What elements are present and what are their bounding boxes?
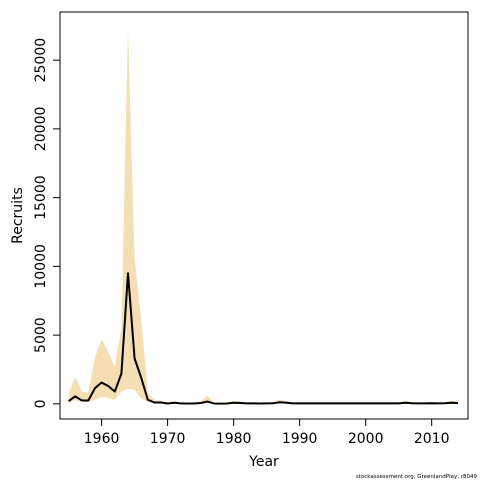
x-tick-label: 2010 (414, 431, 450, 447)
y-axis: 0 5000 10000 15000 20000 25000 (33, 38, 60, 408)
confidence-band-layer (68, 27, 459, 404)
y-tick-label: 5000 (33, 317, 49, 353)
y-tick-label: 25000 (33, 38, 49, 83)
x-axis: 1960 1970 1980 1990 2000 2010 (84, 419, 450, 447)
y-tick-label: 0 (33, 399, 49, 408)
credit-text: stockassessment.org, GreenlandPlay, r804… (356, 474, 478, 480)
confidence-band (68, 27, 459, 404)
x-tick-label: 1970 (150, 431, 186, 447)
x-axis-label: Year (248, 454, 279, 470)
recruits-estimate-line (67, 272, 459, 405)
y-axis-label: Recruits (10, 187, 26, 244)
x-tick-label: 1980 (216, 431, 252, 447)
y-tick-label: 15000 (33, 175, 49, 220)
x-tick-label: 1960 (84, 431, 120, 447)
plot-frame (59, 11, 469, 420)
y-tick-label: 20000 (33, 107, 49, 152)
x-tick-label: 1990 (282, 431, 318, 447)
estimate-line-layer (67, 272, 459, 405)
x-tick-label: 2000 (348, 431, 384, 447)
y-tick-label: 10000 (33, 244, 49, 289)
